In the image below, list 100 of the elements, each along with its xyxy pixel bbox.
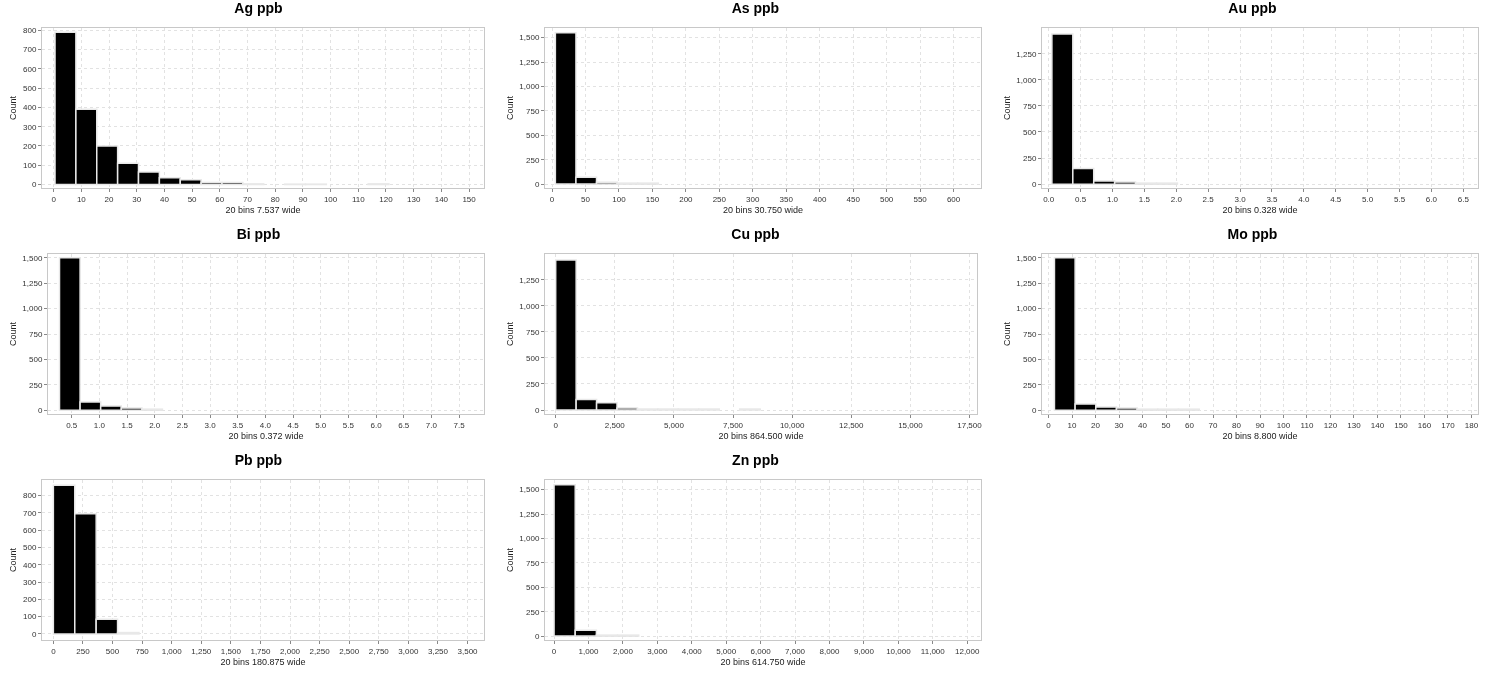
x-tick-label: 6.5 — [1457, 194, 1470, 204]
x-axis-title: 20 bins 0.372 wide — [228, 431, 304, 442]
chart-title: Zn ppb — [732, 452, 779, 469]
x-tick-label: 0 — [51, 194, 57, 204]
x-tick-label: 5.5 — [1393, 194, 1406, 204]
x-tick-label: 250 — [712, 194, 727, 204]
x-tick-label: 40 — [1138, 420, 1148, 430]
y-tick-label: 600 — [23, 525, 37, 535]
x-axis-title: 20 bins 614.750 wide — [720, 657, 806, 668]
x-tick-label: 120 — [379, 194, 394, 204]
x-tick-label: 3.0 — [1234, 194, 1247, 204]
x-tick-label: 1,000 — [578, 646, 600, 656]
x-tick-label: 110 — [1300, 420, 1314, 430]
y-tick-label: 1,500 — [519, 485, 540, 495]
x-tick-label: 6.0 — [1425, 194, 1438, 204]
x-tick-label: 50 — [581, 194, 591, 204]
x-tick-label: 130 — [406, 194, 421, 204]
x-tick-label: 50 — [187, 194, 198, 204]
y-axis-title: Count — [504, 547, 515, 573]
y-tick-label: 1,250 — [519, 275, 540, 285]
x-tick-label: 11,000 — [920, 646, 946, 656]
y-tick-label: 700 — [23, 45, 37, 55]
y-tick-label: 700 — [23, 508, 37, 518]
x-tick-label: 0.0 — [1043, 194, 1055, 204]
y-tick-label: 750 — [29, 329, 43, 339]
x-tick-label: 70 — [1208, 420, 1219, 430]
y-axis-title: Count — [504, 95, 515, 121]
y-tick-label: 750 — [526, 106, 540, 116]
y-tick-label: 1,500 — [519, 33, 540, 43]
y-tick-label: 600 — [23, 64, 37, 74]
x-tick-label: 90 — [298, 194, 308, 204]
x-tick-label: 5.0 — [1362, 194, 1374, 204]
x-tick-label: 0 — [553, 420, 559, 430]
y-tick-label: 100 — [23, 612, 37, 622]
y-tick-label: 300 — [23, 577, 37, 587]
x-tick-label: 7,000 — [785, 646, 806, 656]
x-tick-label: 70 — [243, 194, 253, 204]
x-tick-label: 2.0 — [1170, 194, 1183, 204]
y-tick-label: 1,000 — [519, 301, 540, 311]
x-tick-label: 1.5 — [121, 420, 134, 430]
x-tick-label: 750 — [135, 646, 150, 656]
y-tick-label: 400 — [23, 103, 37, 113]
y-tick-label: 750 — [1023, 329, 1037, 339]
y-tick-label: 0 — [534, 405, 540, 415]
x-tick-label: 6,000 — [750, 646, 772, 656]
x-tick-label: 4.5 — [1330, 194, 1342, 204]
x-tick-label: 40 — [159, 194, 170, 204]
y-tick-label: 0 — [31, 180, 37, 190]
x-tick-label: 250 — [76, 646, 91, 656]
y-tick-label: 1,250 — [22, 279, 43, 289]
y-tick-label: 250 — [526, 379, 540, 389]
x-tick-label: 60 — [215, 194, 225, 204]
x-tick-label: 2,000 — [280, 646, 301, 656]
x-tick-label: 180 — [1464, 420, 1479, 430]
x-tick-label: 140 — [434, 194, 449, 204]
y-axis-title: Count — [8, 95, 19, 121]
y-tick-label: 200 — [23, 595, 37, 605]
x-tick-label: 0 — [549, 194, 555, 204]
x-tick-label: 7.5 — [453, 420, 466, 430]
y-tick-label: 250 — [1023, 153, 1037, 163]
x-tick-label: 15,000 — [898, 420, 924, 430]
x-tick-label: 5,000 — [663, 420, 685, 430]
x-tick-label: 5.5 — [342, 420, 355, 430]
y-tick-label: 0 — [534, 631, 540, 641]
x-tick-label: 7,500 — [723, 420, 744, 430]
x-tick-label: 150 — [462, 194, 477, 204]
y-tick-label: 1,250 — [1016, 49, 1037, 59]
x-tick-label: 4,000 — [681, 646, 703, 656]
x-tick-label: 0.5 — [66, 420, 78, 430]
x-tick-label: 160 — [1417, 420, 1432, 430]
x-tick-label: 100 — [323, 194, 338, 204]
x-tick-label: 450 — [846, 194, 861, 204]
x-axis-title: 20 bins 180.875 wide — [220, 657, 306, 668]
y-axis-title: Count — [1001, 321, 1012, 347]
y-tick-label: 1,500 — [22, 253, 43, 263]
x-axis-title: 20 bins 7.537 wide — [225, 205, 301, 216]
x-tick-label: 2.5 — [176, 420, 189, 430]
y-tick-label: 800 — [23, 26, 37, 36]
chart-title: Mo ppb — [1227, 226, 1278, 243]
y-tick-label: 500 — [1023, 355, 1037, 365]
x-tick-label: 170 — [1441, 420, 1456, 430]
y-tick-label: 500 — [526, 583, 540, 593]
x-tick-label: 6.0 — [370, 420, 383, 430]
x-tick-label: 0 — [51, 646, 57, 656]
x-tick-label: 30 — [132, 194, 142, 204]
y-tick-label: 1,000 — [519, 82, 540, 92]
x-tick-label: 100 — [1276, 420, 1291, 430]
x-tick-label: 6.5 — [398, 420, 410, 430]
x-tick-label: 500 — [105, 646, 120, 656]
x-tick-label: 1.0 — [93, 420, 106, 430]
y-tick-label: 250 — [526, 155, 540, 165]
x-tick-label: 130 — [1347, 420, 1362, 430]
x-tick-label: 10 — [1067, 420, 1078, 430]
x-tick-label: 50 — [1161, 420, 1172, 430]
chart-title: Bi ppb — [236, 226, 281, 243]
x-tick-label: 3.5 — [1266, 194, 1279, 204]
y-tick-label: 0 — [37, 405, 43, 415]
x-tick-label: 17,500 — [957, 420, 983, 430]
x-tick-label: 12,500 — [839, 420, 865, 430]
x-tick-label: 80 — [270, 194, 281, 204]
